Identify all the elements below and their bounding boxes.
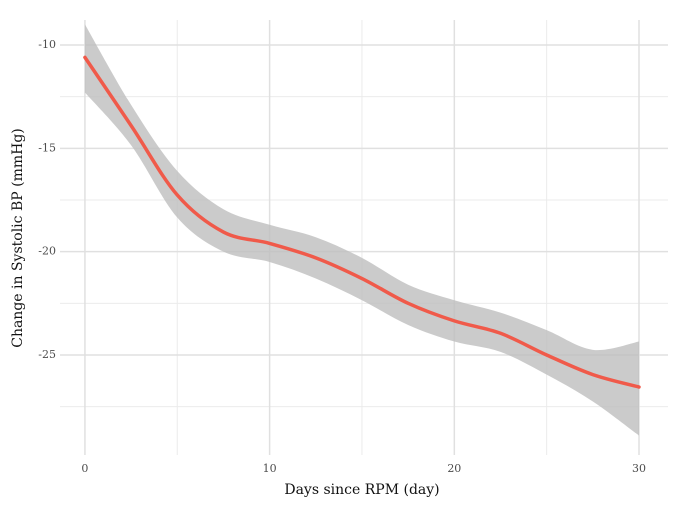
y-tick-label: -20: [38, 245, 56, 258]
x-tick-label: 30: [632, 462, 646, 475]
y-tick-label: -25: [38, 348, 56, 361]
x-tick-label: 20: [447, 462, 461, 475]
y-axis-title: Change in Systolic BP (mmHg): [10, 128, 26, 348]
x-tick-label: 0: [81, 462, 88, 475]
y-tick-label: -15: [38, 141, 56, 154]
trend-line: [83, 55, 641, 389]
y-tick-label: -10: [38, 38, 56, 51]
x-tick-label: 10: [263, 462, 277, 475]
x-axis-title: Days since RPM (day): [284, 482, 439, 498]
